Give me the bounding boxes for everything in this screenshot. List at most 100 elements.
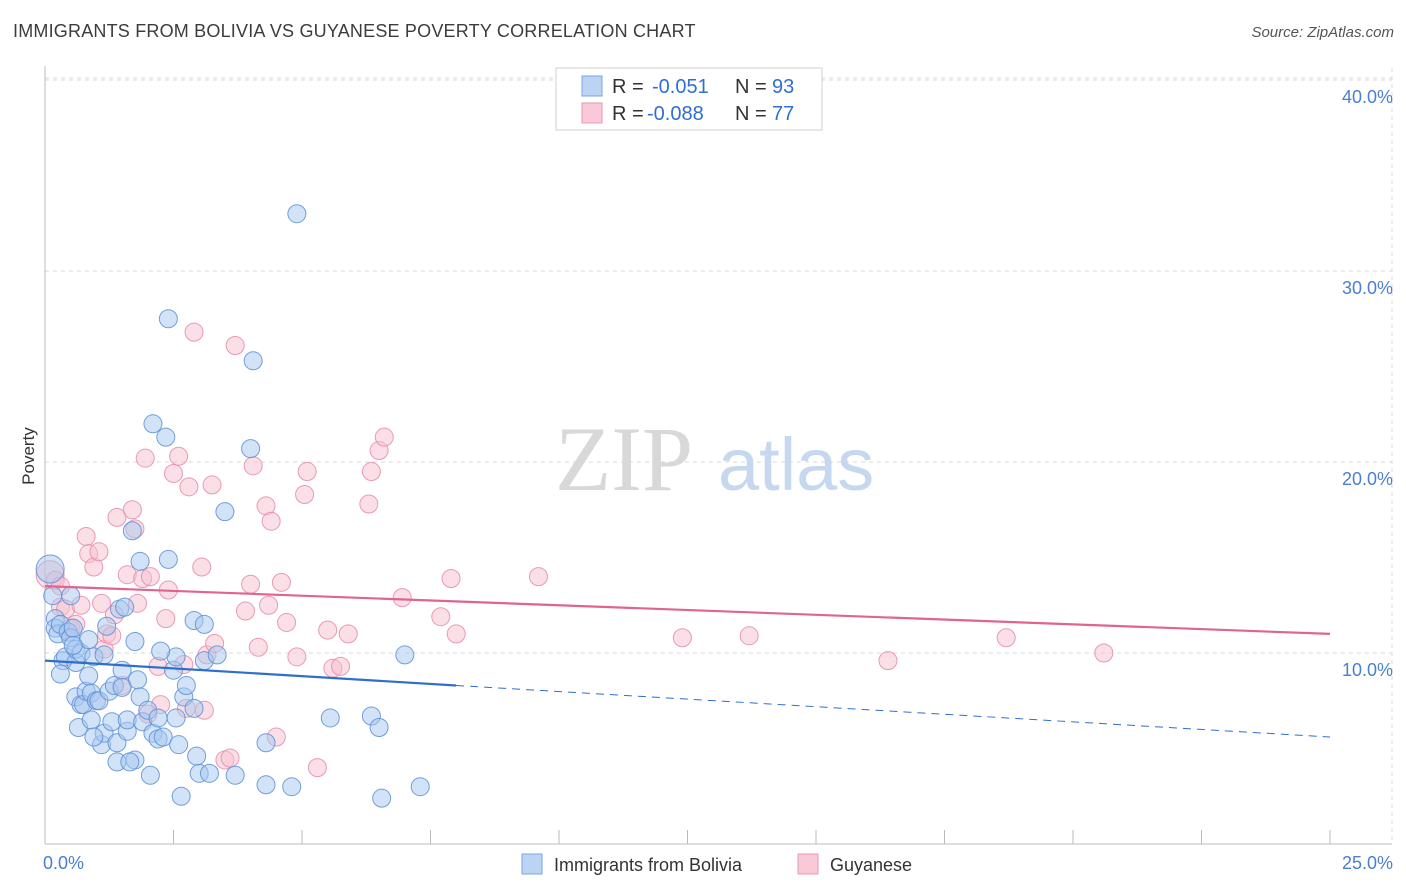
legend-n-label-blue: N =: [735, 76, 767, 98]
y-tick-label: 30.0%: [1342, 278, 1393, 298]
watermark-zip: ZIP: [555, 408, 693, 510]
guyanese-point: [235, 601, 255, 621]
source-label: Source: ZipAtlas.com: [1251, 24, 1394, 41]
bolivia-point: [122, 521, 142, 541]
bolivia-point: [256, 775, 276, 795]
guyanese-point: [739, 626, 759, 646]
bolivia-point: [125, 632, 145, 652]
bolivia-point: [215, 502, 235, 522]
guyanese-point: [338, 624, 358, 644]
guyanese-point: [202, 475, 222, 495]
guyanese-point: [89, 542, 109, 562]
guyanese-point: [528, 567, 548, 587]
guyanese-point: [259, 595, 279, 615]
x-tick-label: 0.0%: [43, 853, 84, 873]
guyanese-point: [243, 456, 263, 476]
bolivia-point: [81, 710, 101, 730]
bolivia-point: [372, 788, 392, 808]
bolivia-point: [225, 765, 245, 785]
bolivia-point: [84, 727, 104, 747]
guyanese-point: [122, 500, 142, 520]
bolivia-trend-extension: [456, 684, 1331, 738]
guyanese-point: [297, 462, 317, 482]
trend-lines: [44, 585, 1331, 738]
legend-n-value-blue: 93: [772, 76, 794, 98]
guyanese-point: [261, 511, 281, 531]
guyanese-point: [271, 572, 291, 592]
bolivia-point: [243, 351, 263, 371]
bolivia-point: [128, 670, 148, 690]
guyanese-point: [307, 758, 327, 778]
guyanese-point: [192, 557, 212, 577]
legend-n-value-pink: 77: [772, 103, 794, 125]
bolivia-point: [287, 204, 307, 224]
bolivia-point: [241, 439, 261, 459]
bottom-legend-swatch-pink: [797, 853, 819, 875]
bolivia-point: [143, 414, 163, 434]
bolivia-point: [369, 717, 389, 737]
bolivia-point: [166, 708, 186, 728]
legend-n-label-pink: N =: [735, 103, 767, 125]
guyanese-point: [220, 748, 240, 768]
guyanese-point: [277, 612, 297, 632]
bolivia-point: [176, 675, 196, 695]
guyanese-point: [331, 656, 351, 676]
guyanese-point: [318, 620, 338, 640]
guyanese-point: [184, 322, 204, 342]
y-axis-title: Poverty: [19, 427, 38, 485]
bolivia-point: [120, 752, 140, 772]
bottom-legend-swatch-blue: [521, 853, 543, 875]
guyanese-point: [225, 335, 245, 355]
bolivia-point: [156, 427, 176, 447]
legend-box: R = -0.051 N = 93 R = -0.088 N = 77: [555, 67, 823, 131]
bolivia-trend-line: [44, 659, 457, 687]
bolivia-point: [169, 735, 189, 755]
guyanese-point: [76, 526, 96, 546]
bolivia-point: [50, 664, 70, 684]
guyanese-point: [431, 607, 451, 627]
bolivia-point: [187, 746, 207, 766]
guyanese-point: [878, 651, 898, 671]
bolivia-point: [115, 597, 135, 617]
guyanese-point: [446, 624, 466, 644]
grid-lines: [45, 68, 1393, 844]
guyanese-point: [996, 628, 1016, 648]
guyanese-point: [359, 494, 379, 514]
bolivia-point: [94, 645, 114, 665]
guyanese-point: [672, 628, 692, 648]
guyanese-trend-line: [44, 585, 1331, 635]
y-tick-label: 40.0%: [1342, 87, 1393, 107]
bolivia-point: [410, 777, 430, 797]
bolivia-point: [395, 645, 415, 665]
guyanese-point: [374, 427, 394, 447]
y-tick-label: 20.0%: [1342, 469, 1393, 489]
bolivia-point: [140, 765, 160, 785]
bolivia-point: [63, 618, 83, 638]
watermark-atlas: atlas: [718, 423, 874, 506]
guyanese-point: [361, 462, 381, 482]
bolivia-point: [63, 635, 83, 655]
guyanese-point: [107, 507, 127, 527]
y-tick-label: 10.0%: [1342, 660, 1393, 680]
guyanese-point: [1094, 643, 1114, 663]
watermark: ZIP atlas: [555, 408, 874, 510]
axes: [44, 66, 1392, 845]
bolivia-point: [148, 708, 168, 728]
bolivia-point: [184, 698, 204, 718]
bolivia-point: [97, 616, 117, 636]
bolivia-point: [199, 763, 219, 783]
guyanese-point: [392, 588, 412, 608]
legend-swatch-blue: [581, 75, 603, 97]
legend-r-label-pink: R =: [612, 103, 644, 125]
bottom-legend-label-pink: Guyanese: [830, 855, 912, 875]
bolivia-point: [171, 786, 191, 806]
bolivia-point: [194, 614, 214, 634]
chart-title: IMMIGRANTS FROM BOLIVIA VS GUYANESE POVE…: [13, 21, 696, 41]
guyanese-point: [179, 477, 199, 497]
legend-swatch-pink: [581, 102, 603, 124]
bolivia-point: [256, 733, 276, 753]
guyanese-point: [248, 637, 268, 657]
bolivia-point: [320, 708, 340, 728]
tick-labels: 10.0% 20.0% 30.0% 40.0% 0.0% 25.0%: [43, 87, 1393, 873]
bolivia-point: [282, 777, 302, 797]
